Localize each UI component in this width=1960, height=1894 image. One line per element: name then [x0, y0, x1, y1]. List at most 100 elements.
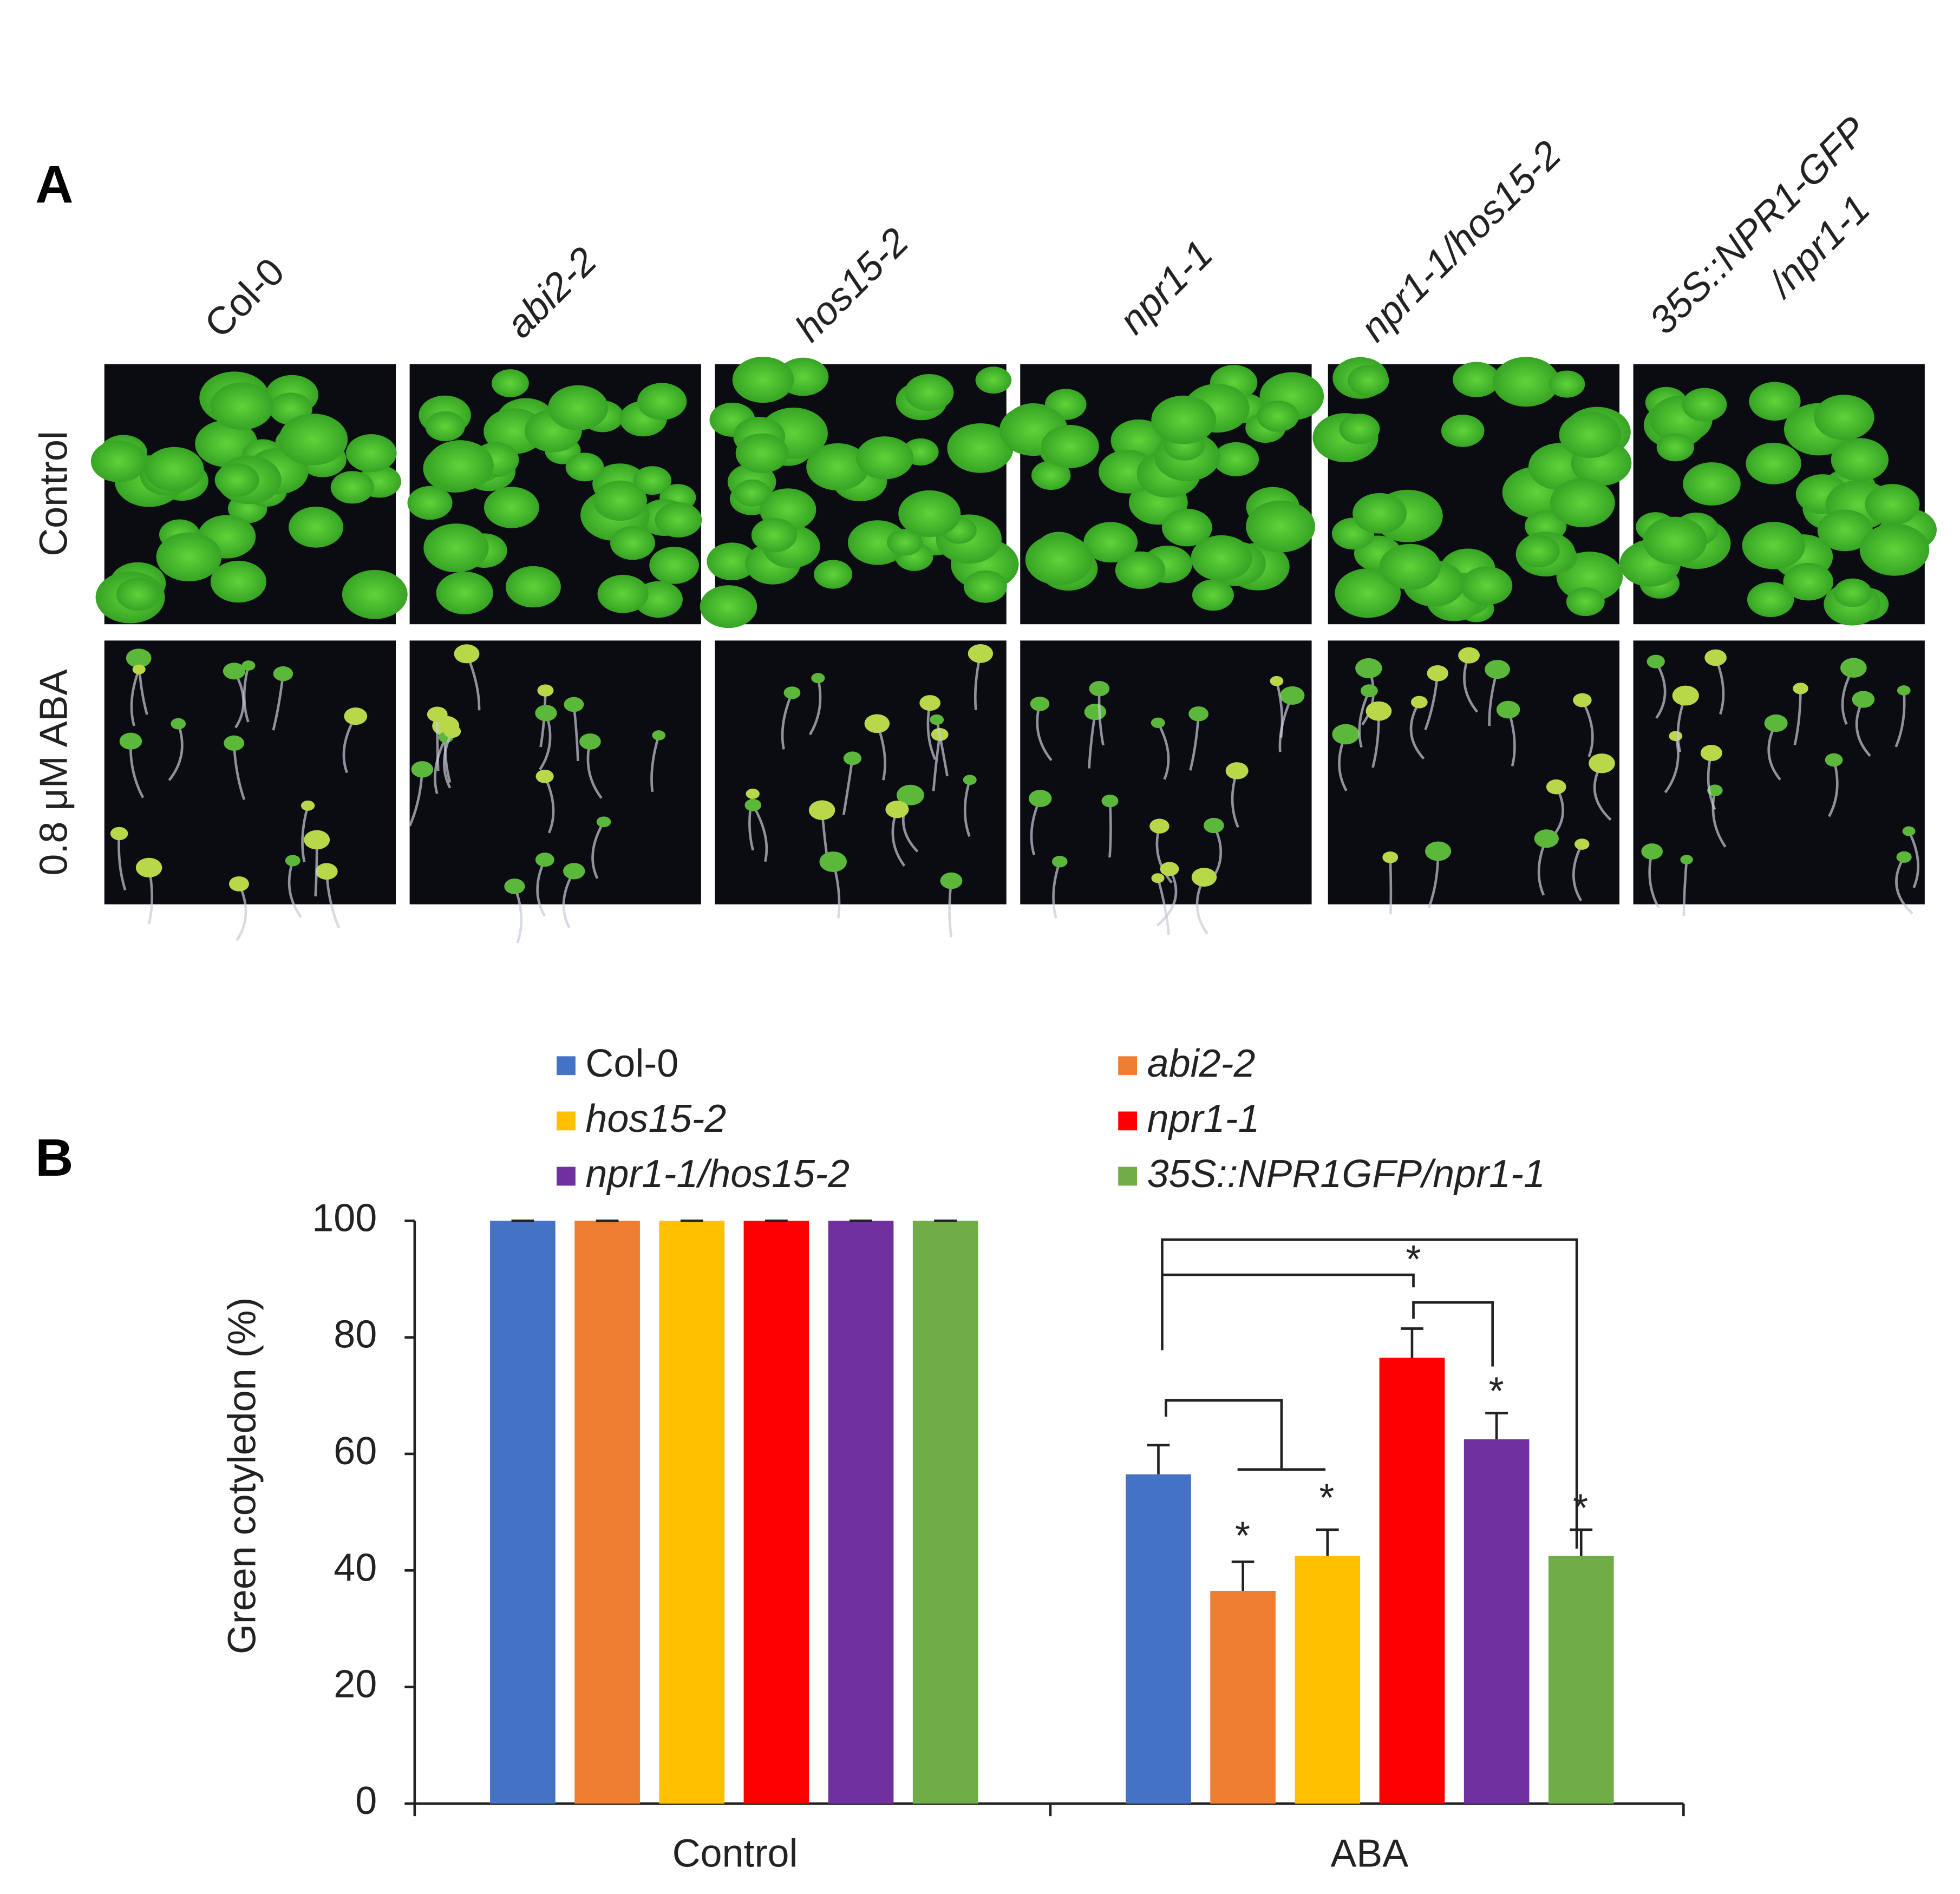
leaf: [454, 644, 480, 664]
leaf: [1453, 362, 1500, 397]
leaf: [1549, 370, 1585, 398]
leaf: [119, 732, 142, 750]
seedling-root: [130, 669, 140, 726]
leaf: [484, 487, 539, 528]
leaf: [1280, 686, 1305, 705]
leaf: [1051, 856, 1068, 868]
column-label: abi2-2: [498, 239, 605, 346]
leaf: [1441, 415, 1485, 447]
x-tick-label: ABA: [1330, 1832, 1408, 1875]
legend-label: 35S::NPR1GFP/npr1-1: [1147, 1152, 1545, 1196]
leaf: [1031, 460, 1071, 490]
leaf: [597, 574, 649, 613]
leaf: [223, 663, 246, 680]
y-tick-label: 0: [355, 1779, 377, 1823]
leaf: [1246, 500, 1315, 553]
leaf: [228, 876, 249, 892]
leaf: [1700, 744, 1722, 762]
leaf: [1203, 817, 1224, 834]
seedling-root: [781, 692, 794, 750]
significance-brackets: [1161, 1238, 1578, 1549]
leaf: [535, 705, 557, 722]
seedling-root: [1581, 699, 1594, 757]
leaf: [919, 695, 941, 711]
seedling-root: [1907, 830, 1919, 888]
bar: [1126, 1474, 1191, 1804]
seedling-root: [1711, 790, 1727, 848]
leaf: [1028, 790, 1052, 807]
leaf: [1151, 717, 1165, 729]
leaf: [1643, 516, 1707, 565]
seedling-root: [301, 805, 309, 863]
leaf: [214, 463, 259, 497]
leaf: [171, 718, 186, 730]
seedling-root: [1156, 868, 1178, 927]
leaf: [806, 443, 870, 491]
seedling-root: [752, 804, 768, 862]
leaf: [1101, 795, 1119, 808]
seedling-root: [442, 731, 454, 789]
leaf: [652, 730, 666, 740]
leaf: [411, 761, 434, 778]
leaf: [110, 827, 128, 841]
leaf: [1188, 706, 1209, 722]
seedling-root: [1389, 857, 1393, 914]
bracket: [1161, 1238, 1578, 1549]
leaf: [1485, 660, 1510, 679]
leaf: [1783, 562, 1834, 601]
leaf: [593, 480, 647, 521]
y-axis-label: Green cotyledon (%): [221, 1297, 264, 1654]
leaf: [279, 414, 348, 466]
leaf: [1817, 509, 1873, 552]
bracket: [1162, 1273, 1415, 1288]
x-tick-label: Control: [672, 1832, 798, 1875]
leaf: [744, 798, 762, 811]
bar: [1464, 1439, 1530, 1804]
leaf: [210, 382, 273, 430]
seedling-root: [1052, 861, 1061, 919]
photo: [1328, 640, 1620, 905]
leaf: [426, 440, 494, 491]
seedling-root: [1655, 661, 1667, 719]
bracket: [1412, 1301, 1494, 1367]
y-tick-label: 100: [312, 1196, 377, 1240]
leaf: [732, 357, 794, 403]
leaf: [975, 366, 1012, 394]
leaf: [1151, 395, 1216, 444]
leaf: [1355, 658, 1382, 678]
leaf: [1225, 762, 1249, 779]
leaf: [1348, 365, 1389, 396]
leaf: [596, 816, 611, 828]
leaf: [491, 369, 529, 397]
y-tick-label: 60: [334, 1430, 377, 1473]
leaf: [504, 879, 525, 894]
leaf: [344, 707, 368, 725]
leaf: [1041, 424, 1099, 468]
leaf: [427, 706, 448, 722]
leaf: [535, 853, 554, 867]
bar: [490, 1221, 556, 1804]
leaf: [856, 436, 913, 480]
leaf: [535, 769, 554, 783]
leaf: [1493, 357, 1559, 407]
leaf: [843, 751, 862, 765]
leaf: [655, 502, 702, 538]
seedling-root: [1682, 859, 1688, 916]
leaf: [1496, 700, 1520, 719]
column-label: hos15-2: [787, 220, 917, 350]
seedling-root: [1828, 759, 1839, 817]
seedling-root: [932, 734, 941, 791]
leaf: [610, 526, 655, 560]
leaf: [241, 660, 256, 671]
leaf: [1566, 587, 1605, 617]
leaf: [1902, 826, 1916, 836]
leaf: [210, 560, 266, 603]
leaf: [885, 801, 909, 818]
leaf: [1332, 724, 1360, 745]
significance-mark: *: [1406, 1238, 1421, 1281]
leaf: [1764, 714, 1788, 732]
leaf: [1656, 433, 1694, 462]
leaf: [1574, 838, 1590, 850]
photo: [1633, 640, 1925, 905]
